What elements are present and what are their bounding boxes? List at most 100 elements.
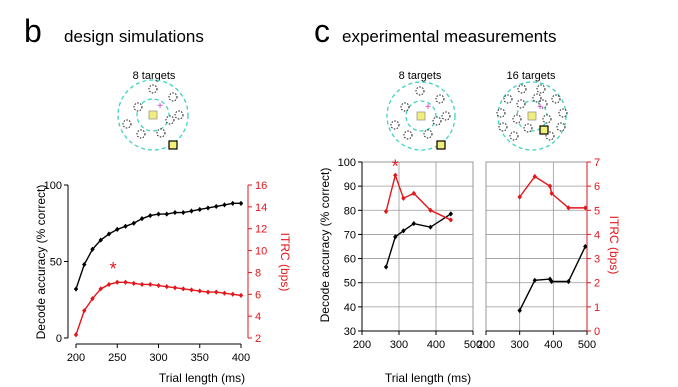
itrc-data-point bbox=[197, 288, 202, 294]
target-markers bbox=[122, 84, 184, 139]
itrc-data-point bbox=[172, 285, 178, 291]
itrc-data-point bbox=[532, 173, 538, 180]
itrc-data-point bbox=[181, 286, 186, 292]
x-axis-title-c: Trial length (ms) bbox=[385, 371, 471, 385]
itrc-data-point bbox=[156, 282, 161, 289]
chart-b: 200 250 300 350 400 0 50 100 2 4 6 8 10 12 14 16 * bbox=[44, 180, 268, 364]
accuracy-data-point bbox=[156, 211, 161, 217]
y-axis-title-c: Decode accuracy (% correct) bbox=[318, 168, 332, 323]
y-tick-label: 100 bbox=[44, 180, 62, 192]
accuracy-data-point bbox=[115, 226, 120, 232]
target-markers bbox=[496, 84, 568, 141]
target-square bbox=[168, 140, 178, 150]
panel-b-letter: b bbox=[24, 13, 42, 49]
itrc-data-point bbox=[230, 291, 235, 297]
y-tick-label: 90 bbox=[344, 181, 356, 193]
itrc-data-point bbox=[566, 205, 571, 211]
itrc-series-line bbox=[519, 175, 586, 209]
y-tick-label: 60 bbox=[344, 254, 356, 266]
significance-asterisk: * bbox=[392, 156, 399, 176]
x-tick-label: 200 bbox=[353, 339, 371, 351]
itrc-series-line bbox=[385, 172, 452, 221]
accuracy-data-point bbox=[566, 278, 571, 285]
layout-c1: 8 targets + bbox=[386, 70, 456, 151]
accuracy-data-point bbox=[401, 228, 406, 234]
accuracy-data-point bbox=[393, 234, 398, 240]
itrc-data-point bbox=[583, 205, 588, 211]
layout-c2: 16 targets + bbox=[496, 70, 568, 151]
y2-tick-label: 3 bbox=[594, 254, 600, 266]
y-axis-title-b: Decode accuracy (% correct) bbox=[34, 185, 48, 340]
itrc-data-point bbox=[90, 296, 95, 302]
x-tick-label: 200 bbox=[477, 339, 495, 351]
accuracy-data-point bbox=[197, 206, 202, 213]
y2-tick-label: 2 bbox=[594, 278, 600, 290]
x-tick-label: 300 bbox=[149, 352, 167, 364]
accuracy-data-point bbox=[131, 220, 136, 226]
y2-axis-title-b: ITRC (bps) bbox=[278, 233, 292, 292]
itrc-data-point bbox=[222, 290, 227, 296]
x-tick-label: 400 bbox=[427, 339, 445, 351]
x-tick-label: 350 bbox=[191, 352, 209, 364]
accuracy-series-line bbox=[519, 246, 586, 311]
y-tick-label: 40 bbox=[344, 302, 356, 314]
inner-ring bbox=[136, 98, 170, 132]
itrc-data-point bbox=[517, 194, 522, 200]
accuracy-data-point bbox=[230, 200, 235, 206]
outer-ring bbox=[386, 81, 456, 151]
chart-c-8-targets: 200 300 400 500 30 40 50 60 70 80 90 100 * bbox=[338, 156, 483, 351]
y2-tick-label: 12 bbox=[255, 224, 267, 236]
itrc-data-point bbox=[123, 279, 128, 285]
outer-ring bbox=[117, 79, 189, 151]
accuracy-data-point bbox=[164, 211, 169, 217]
itrc-data-point bbox=[106, 281, 112, 288]
plot-frame bbox=[485, 161, 588, 332]
y2-tick-label: 8 bbox=[255, 267, 261, 279]
accuracy-data-point bbox=[214, 203, 219, 210]
itrc-data-point bbox=[547, 183, 553, 189]
y2-tick-label: 14 bbox=[255, 202, 267, 214]
itrc-data-point bbox=[131, 280, 136, 286]
y2-tick-label: 5 bbox=[594, 205, 600, 217]
accuracy-data-point bbox=[549, 278, 554, 285]
y2-tick-label: 16 bbox=[255, 180, 267, 192]
y-tick-label: 100 bbox=[338, 157, 356, 169]
accuracy-data-point bbox=[205, 205, 211, 211]
y2-tick-label: 0 bbox=[594, 326, 600, 338]
y-tick-label: 80 bbox=[344, 205, 356, 217]
target-markers bbox=[390, 86, 451, 140]
itrc-data-point bbox=[448, 217, 453, 223]
itrc-data-point bbox=[139, 281, 145, 288]
y2-tick-label: 1 bbox=[594, 302, 600, 314]
accuracy-data-point bbox=[448, 211, 453, 217]
accuracy-data-point bbox=[532, 277, 538, 283]
accuracy-data-point bbox=[189, 208, 194, 214]
itrc-data-point bbox=[148, 281, 153, 288]
accuracy-data-point bbox=[106, 231, 112, 237]
accuracy-data-point bbox=[383, 264, 389, 270]
accuracy-data-point bbox=[181, 209, 186, 216]
y-tick-label: 70 bbox=[344, 229, 356, 241]
x-tick-label: 250 bbox=[108, 352, 126, 364]
y-tick-label: 50 bbox=[344, 278, 356, 290]
accuracy-data-point bbox=[238, 200, 244, 206]
y-tick-label: 50 bbox=[50, 257, 62, 269]
itrc-data-point bbox=[73, 332, 79, 338]
cursor-square bbox=[148, 110, 158, 120]
accuracy-data-point bbox=[123, 223, 128, 229]
panel-c-letter: c bbox=[314, 13, 330, 49]
y2-tick-label: 6 bbox=[594, 181, 600, 193]
itrc-data-point bbox=[401, 195, 406, 201]
x-tick-label: 300 bbox=[510, 339, 528, 351]
x-tick-label: 500 bbox=[464, 339, 482, 351]
y2-tick-label: 2 bbox=[255, 333, 261, 345]
significance-asterisk: * bbox=[110, 259, 117, 279]
cursor-plus-icon: + bbox=[425, 102, 431, 113]
accuracy-data-point bbox=[82, 261, 87, 268]
panel-b-title: design simulations bbox=[64, 27, 204, 46]
itrc-data-point bbox=[214, 289, 219, 295]
cursor-plus-icon: + bbox=[537, 102, 543, 113]
layout-c1-label: 8 targets bbox=[399, 70, 442, 82]
plot-frame bbox=[361, 161, 474, 332]
accuracy-data-point bbox=[139, 216, 145, 222]
